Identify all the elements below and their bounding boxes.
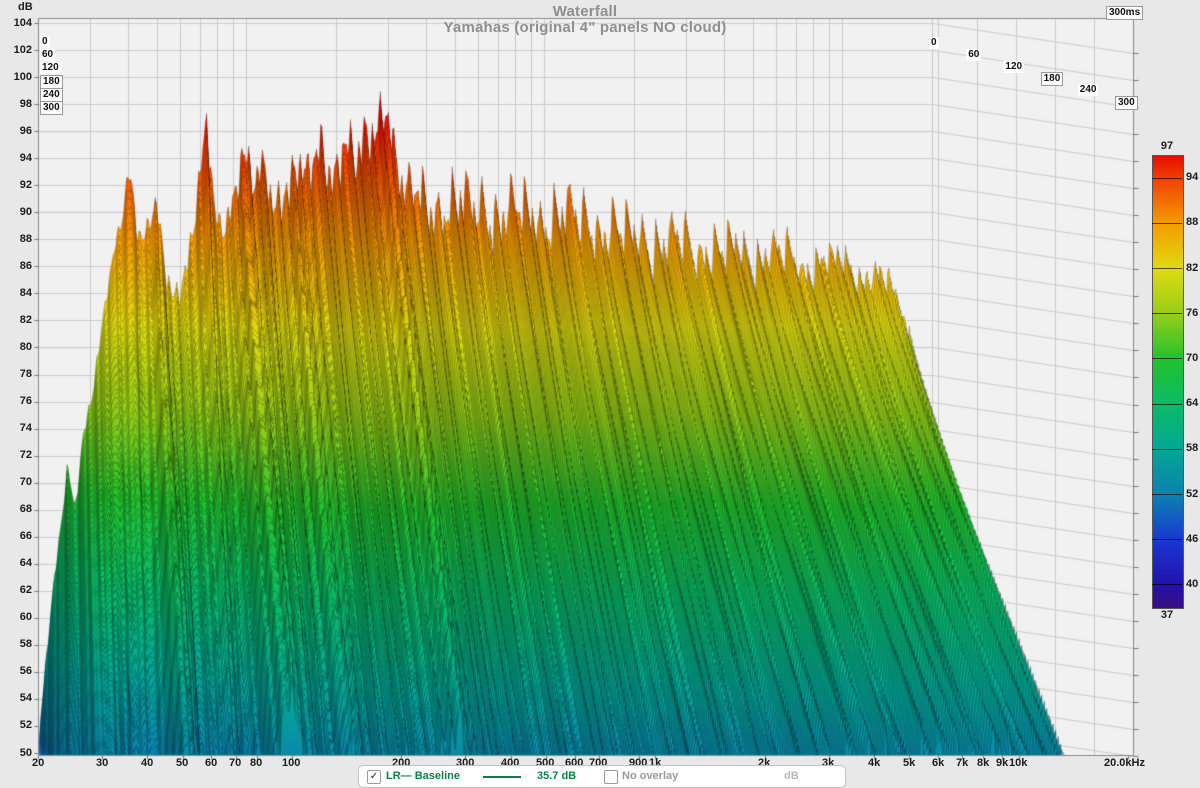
time-axis-tick-label-right: 240 xyxy=(1077,84,1099,97)
y-axis-tick-label: 56 xyxy=(19,665,32,678)
color-scale-tick-label: 88 xyxy=(1186,216,1199,229)
color-scale-max-label: 97 xyxy=(1160,140,1174,152)
color-scale-tick-line xyxy=(1152,539,1182,541)
y-axis-tick-label: 96 xyxy=(19,124,32,137)
y-axis-tick-label: 66 xyxy=(19,530,32,543)
baseline-label[interactable]: LR— Baseline xyxy=(386,770,460,782)
x-axis-tick-label: 4k xyxy=(868,757,881,769)
y-axis-tick-label: 72 xyxy=(19,449,32,462)
y-axis-tick-label: 58 xyxy=(19,638,32,651)
time-axis-tick-label-right: 300 xyxy=(1115,96,1138,110)
color-scale-tick-label: 82 xyxy=(1186,261,1199,274)
y-axis-tick-label: 80 xyxy=(19,340,32,353)
color-scale-tick-line xyxy=(1152,222,1182,224)
x-axis-tick-label: 20.0kHz xyxy=(1104,757,1145,769)
y-axis-tick-label: 90 xyxy=(19,205,32,218)
y-axis-tick-label: 74 xyxy=(19,422,32,435)
waterfall-plot-canvas xyxy=(0,0,1200,762)
overlay-label[interactable]: No overlay xyxy=(622,770,679,782)
y-axis-tick-label: 62 xyxy=(19,584,32,597)
x-axis-tick-label: 20 xyxy=(32,757,45,769)
y-axis-tick-label: 82 xyxy=(19,313,32,326)
x-axis-tick-label: 100 xyxy=(282,757,301,769)
x-axis-tick-label: 10k xyxy=(1009,757,1028,769)
level-readout: 35.7 dB xyxy=(537,770,577,782)
baseline-line-sample xyxy=(483,776,521,778)
time-axis-unit-badge: 300ms xyxy=(1106,6,1144,20)
color-scale-bar xyxy=(1152,155,1184,609)
time-axis-tick-label-right: 120 xyxy=(1003,60,1025,73)
time-axis-tick-label-right: 180 xyxy=(1040,72,1064,87)
y-axis-tick-label: 100 xyxy=(13,70,32,83)
time-axis-tick-label-right: 0 xyxy=(929,37,939,49)
color-scale-tick-line xyxy=(1152,177,1182,179)
y-axis-tick-label: 86 xyxy=(19,259,32,272)
chart-title: Waterfall xyxy=(552,3,618,20)
color-scale-tick-label: 64 xyxy=(1186,397,1199,410)
legend-unit-label: dB xyxy=(784,770,799,782)
x-axis-tick-label: 7k xyxy=(956,757,969,769)
time-axis-tick-label-left: 180 xyxy=(40,75,63,89)
y-axis-tick-label: 64 xyxy=(19,557,32,570)
color-scale-tick-line xyxy=(1152,403,1182,405)
y-axis-tick-label: 98 xyxy=(19,97,32,110)
y-axis-tick-label: 76 xyxy=(19,395,32,408)
legend-bar: ✓ LR— Baseline 35.7 dB No overlay dB xyxy=(358,765,846,788)
y-axis-tick-label: 52 xyxy=(19,719,32,732)
color-scale-min-label: 37 xyxy=(1160,609,1174,621)
time-axis-tick-label-left: 60 xyxy=(40,49,56,61)
y-axis-tick-label: 68 xyxy=(19,503,32,516)
x-axis-tick-label: 80 xyxy=(250,757,263,769)
chart-subtitle: Yamahas (original 4" panels NO cloud) xyxy=(443,19,727,36)
color-scale-tick-line xyxy=(1152,448,1182,450)
x-axis-tick-label: 5k xyxy=(903,757,916,769)
color-scale-tick-line xyxy=(1152,494,1182,495)
x-axis-tick-label: 70 xyxy=(229,757,242,769)
y-axis-tick-label: 92 xyxy=(19,178,32,191)
y-axis-tick-label: 88 xyxy=(19,232,32,245)
color-scale-tick-line xyxy=(1152,358,1182,360)
x-axis-tick-label: 9k xyxy=(996,757,1009,769)
color-scale-tick-label: 40 xyxy=(1186,577,1199,590)
time-axis-tick-label-left: 0 xyxy=(40,36,50,48)
time-axis-tick-label-left: 120 xyxy=(40,62,61,74)
color-scale-tick-label: 94 xyxy=(1186,171,1199,184)
color-scale-tick-label: 52 xyxy=(1186,487,1199,500)
y-axis-tick-label: 104 xyxy=(13,16,32,29)
x-axis-tick-label: 40 xyxy=(141,757,154,769)
y-axis-tick-label: 60 xyxy=(19,611,32,624)
x-axis-tick-label: 50 xyxy=(176,757,189,769)
x-axis-tick-label: 6k xyxy=(932,757,945,769)
x-axis-tick-label: 8k xyxy=(977,757,990,769)
y-axis-tick-label: 102 xyxy=(13,43,32,56)
y-axis-tick-label: 54 xyxy=(19,692,32,705)
x-axis-tick-label: 60 xyxy=(205,757,218,769)
y-axis-tick-label: 50 xyxy=(19,746,32,759)
y-axis-tick-label: 70 xyxy=(19,476,32,489)
color-scale-tick-line xyxy=(1152,313,1182,315)
baseline-checkbox[interactable]: ✓ xyxy=(367,770,381,784)
time-axis-tick-label-left: 240 xyxy=(40,88,63,102)
time-axis-tick-label-right: 60 xyxy=(966,48,982,61)
color-scale-tick-label: 46 xyxy=(1186,532,1199,545)
x-axis-tick-label: 30 xyxy=(96,757,109,769)
color-scale-tick-line xyxy=(1152,268,1182,269)
time-axis-tick-label-left: 300 xyxy=(40,101,63,115)
color-scale-tick-label: 70 xyxy=(1186,351,1199,364)
color-scale-tick-line xyxy=(1152,584,1182,586)
color-scale-tick-label: 76 xyxy=(1186,306,1199,319)
y-axis-unit-label: dB xyxy=(18,1,33,13)
overlay-checkbox[interactable] xyxy=(604,770,618,784)
y-axis-tick-label: 94 xyxy=(19,151,32,164)
y-axis-tick-label: 78 xyxy=(19,368,32,381)
y-axis-tick-label: 84 xyxy=(19,286,32,299)
color-scale-tick-label: 58 xyxy=(1186,442,1199,455)
